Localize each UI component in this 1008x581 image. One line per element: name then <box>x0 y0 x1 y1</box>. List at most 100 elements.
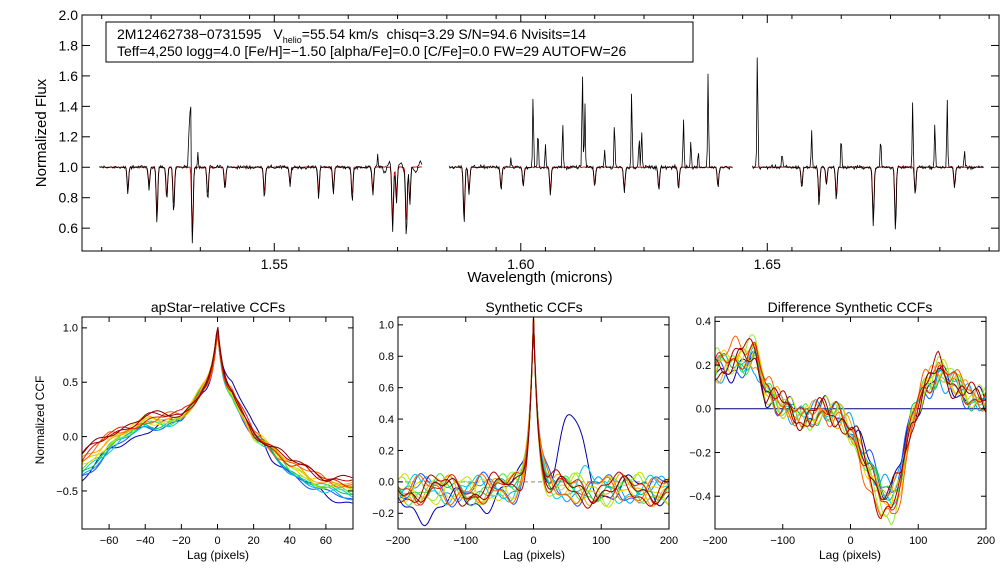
difference-ccf-ytick-label: 0.4 <box>696 316 711 328</box>
apstar-ccf-curve-1 <box>81 333 353 504</box>
synthetic-ccf-title: Synthetic CCFs <box>485 299 582 315</box>
synthetic-ccf-xtick-label: 100 <box>592 535 610 547</box>
difference-ccf-curve-13 <box>714 337 987 520</box>
difference-ccf-title: Difference Synthetic CCFs <box>768 299 933 315</box>
difference-ccf-xtick-label: 200 <box>977 535 995 547</box>
difference-ccf-panel: Difference Synthetic CCFs −200 −100 0 100 20… <box>689 299 995 562</box>
synthetic-ccf-series-group <box>397 317 670 527</box>
spectrum-ytick-label: 1.0 <box>59 159 79 175</box>
spectrum-ytick-label: 1.2 <box>59 129 79 145</box>
spectrum-info-line2: Teff=4,250 logg=4.0 [Fe/H]=−1.50 [alpha/… <box>117 43 626 59</box>
observed-spectrum-chip-1 <box>99 106 423 244</box>
difference-ccf-ytick-label: 0.2 <box>696 360 711 372</box>
apstar-ccf-curve-5 <box>81 335 353 496</box>
apstar-ccf-curve-12 <box>81 333 353 488</box>
apstar-ccf-ytick-label: 0.0 <box>63 431 78 443</box>
apstar-ccf-panel: apStar−relative CCFs −60 −40 −20 0 20 40 60 −0.… <box>33 299 354 562</box>
synthetic-ccf-curve-10 <box>397 317 670 507</box>
vhelio-symbol: V <box>273 26 283 42</box>
difference-ccf-ticks: −200 −100 0 100 200 −0.4 −0.2 0.0 0.2 0.4 <box>689 316 995 547</box>
apstar-ccf-curve-2 <box>81 334 353 500</box>
difference-ccf-curve-10 <box>714 347 987 496</box>
synthetic-ccf-ticks: −200 −100 0 100 200 −0.2 0.0 0.2 0.4 0.6 0.8 1.0 <box>372 317 678 547</box>
apstar-ccf-xtick-label: −40 <box>136 535 155 547</box>
spectrum-series-group <box>99 57 984 244</box>
spectrum-ytick-label: 0.8 <box>59 190 79 206</box>
spectrum-ylabel: Normalized Flux <box>33 78 50 187</box>
apstar-ccf-title: apStar−relative CCFs <box>151 299 285 315</box>
difference-ccf-curve-14 <box>714 347 987 501</box>
synthetic-ccf-curve-14 <box>397 317 670 505</box>
apstar-ccf-curve-7 <box>81 329 353 491</box>
synthetic-ccf-xtick-label: 200 <box>660 535 678 547</box>
apstar-ccf-series-group <box>81 326 353 504</box>
synthetic-ccf-ytick-label: 0.6 <box>379 383 394 395</box>
difference-ccf-curve-11 <box>714 335 987 517</box>
synthetic-ccf-panel: Synthetic CCFs −200 −100 0 100 200 −0.2 0.0 0.2… <box>372 299 678 562</box>
apstar-ccf-xtick-label: −20 <box>172 535 191 547</box>
apstar-ccf-xtick-label: −60 <box>100 535 119 547</box>
spectrum-ytick-label: 0.6 <box>59 220 79 236</box>
synthetic-ccf-ytick-label: 0.0 <box>379 477 394 489</box>
apstar-ccf-plot-frame <box>81 316 354 530</box>
difference-ccf-ytick-label: −0.2 <box>689 447 711 459</box>
apstar-ccf-curve-8 <box>81 329 353 490</box>
spectrum-ytick-label: 2.0 <box>59 7 79 23</box>
apstar-ccf-xtick-label: 0 <box>214 535 220 547</box>
apstar-ccf-xtick-label: 60 <box>320 535 332 547</box>
difference-ccf-ytick-label: 0.0 <box>696 404 711 416</box>
apstar-ccf-curve-13 <box>81 328 353 482</box>
star-id: 2M12462738−0731595 <box>117 26 262 42</box>
synthetic-ccf-ytick-label: 0.8 <box>379 351 394 363</box>
apstar-ccf-curve-3 <box>81 335 353 501</box>
difference-ccf-curve-12 <box>714 342 987 511</box>
model-spectrum-chip-3 <box>752 165 984 222</box>
difference-ccf-xtick-label: −100 <box>770 535 795 547</box>
synthetic-ccf-ytick-label: −0.2 <box>372 508 394 520</box>
apstar-ccf-ytick-label: 1.0 <box>63 323 78 335</box>
spectrum-ytick-label: 1.4 <box>59 98 79 114</box>
difference-ccf-ytick-label: −0.4 <box>689 491 711 503</box>
difference-ccf-xtick-label: −200 <box>703 535 728 547</box>
apstar-ccf-curve-11 <box>81 335 353 488</box>
observed-spectrum-chip-2 <box>448 73 733 222</box>
difference-ccf-xlabel: Lag (pixels) <box>819 548 881 562</box>
apstar-ccf-ytick-label: −0.5 <box>56 486 78 498</box>
spectrum-ytick-label: 1.8 <box>59 37 79 53</box>
synthetic-ccf-xtick-label: 0 <box>530 535 536 547</box>
spectrum-plot-frame <box>81 14 1000 252</box>
spectrum-ytick-label: 1.6 <box>59 68 79 84</box>
synthetic-ccf-xtick-label: −200 <box>386 535 411 547</box>
apstar-ccf-ytick-label: 0.5 <box>63 377 78 389</box>
observed-spectrum-chip-3 <box>752 57 984 230</box>
difference-ccf-xtick-label: 0 <box>847 535 853 547</box>
difference-ccf-curve-3 <box>714 354 987 487</box>
difference-ccf-curve-1 <box>714 351 987 501</box>
synthetic-ccf-ytick-label: 0.2 <box>379 445 394 457</box>
synthetic-ccf-curve-11 <box>397 317 670 506</box>
synthetic-ccf-ytick-label: 1.0 <box>379 320 394 332</box>
apstar-ccf-xtick-label: 40 <box>284 535 296 547</box>
difference-ccf-series-group <box>714 333 987 526</box>
synthetic-ccf-plot-frame <box>397 316 670 530</box>
difference-ccf-xtick-label: 100 <box>909 535 927 547</box>
synthetic-ccf-xtick-label: −100 <box>453 535 478 547</box>
spectrum-xtick-label: 1.55 <box>261 256 288 272</box>
apstar-ccf-curve-10 <box>81 330 353 485</box>
synthetic-ccf-curve-12 <box>397 317 670 506</box>
apstar-ccf-curve-9 <box>81 335 353 488</box>
spectrum-info-line1: 2M12462738−0731595 Vhelio=55.54 km/s chisq… <box>117 26 586 45</box>
vhelio-value: =55.54 km/s <box>302 26 379 42</box>
synthetic-ccf-xlabel: Lag (pixels) <box>503 548 565 562</box>
spectrum-panel: 1.55 1.60 1.65 0.6 0.8 1.0 1.2 1.4 1.6 1.8 2.0 2M1… <box>33 7 1000 286</box>
spectrum-xlabel: Wavelength (microns) <box>467 269 612 286</box>
apstar-ccf-xtick-label: 20 <box>248 535 260 547</box>
vhelio-subscript: helio <box>283 35 302 45</box>
spectrum-xtick-label: 1.60 <box>507 256 534 272</box>
fit-stats: chisq=3.29 S/N=94.6 Nvisits=14 <box>386 26 586 42</box>
synthetic-ccf-curve-6 <box>397 317 670 507</box>
synthetic-ccf-curve-9 <box>397 317 670 505</box>
model-spectrum-chip-2 <box>449 165 733 213</box>
